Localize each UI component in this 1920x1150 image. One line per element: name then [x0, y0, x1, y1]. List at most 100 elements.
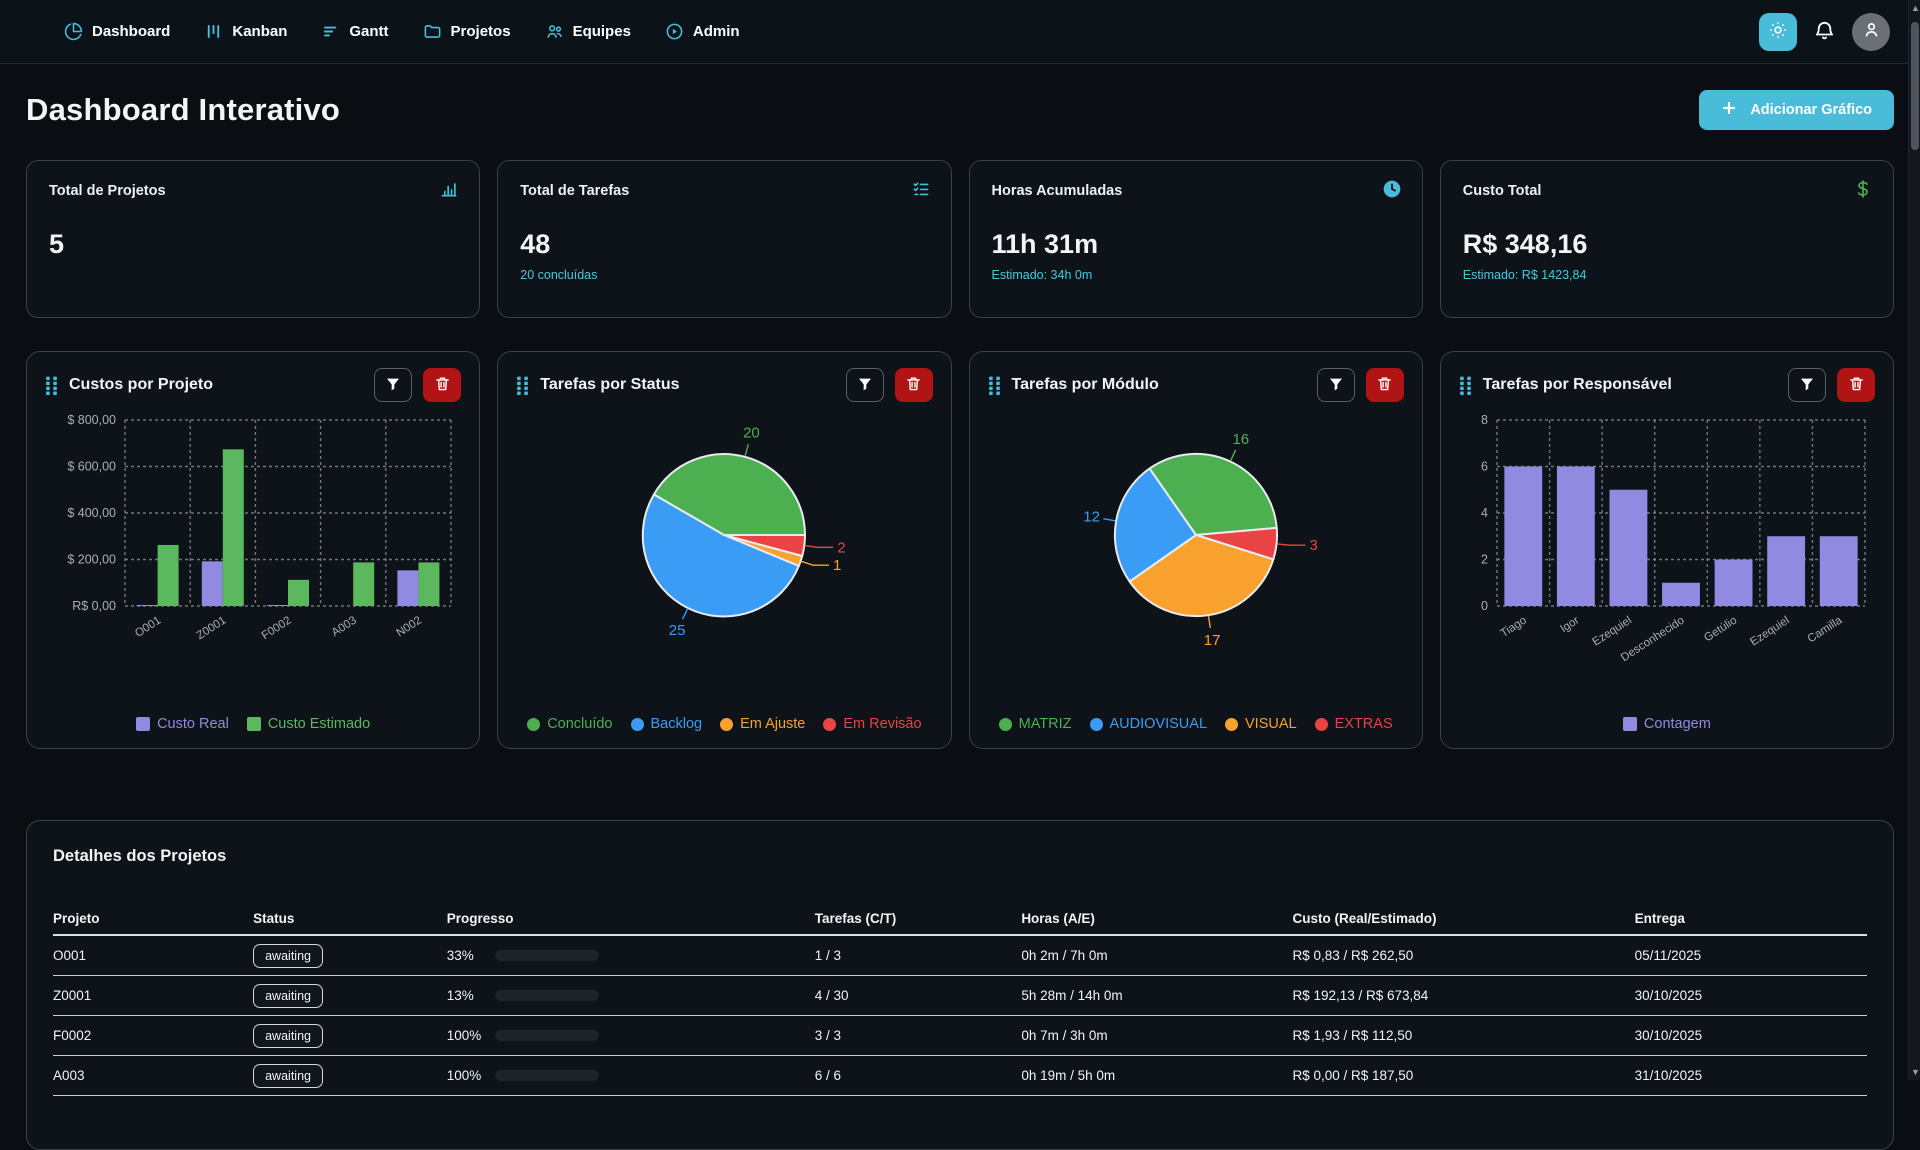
- legend-label: EXTRAS: [1334, 716, 1393, 732]
- drag-handle-icon[interactable]: [516, 376, 529, 395]
- cell-progresso: 100%: [447, 1068, 815, 1083]
- delete-chart-button[interactable]: [1365, 368, 1404, 402]
- drag-handle-icon[interactable]: [1459, 376, 1472, 395]
- cell-entrega: 30/10/2025: [1634, 988, 1703, 1003]
- table-col-header: Entrega: [1634, 910, 1685, 926]
- stat-value: 48: [520, 229, 551, 259]
- legend-label: Concluído: [547, 716, 613, 732]
- bar[interactable]: [1661, 582, 1700, 606]
- bar[interactable]: [136, 605, 158, 606]
- pie-slice[interactable]: [642, 493, 801, 618]
- notifications-button[interactable]: [1813, 19, 1836, 45]
- dollar-icon: [1853, 179, 1873, 204]
- bar[interactable]: [1504, 466, 1543, 607]
- pie-label-line: [1102, 517, 1115, 522]
- bar[interactable]: [1609, 489, 1648, 606]
- legend-item[interactable]: EXTRAS: [1314, 716, 1393, 732]
- legend-item[interactable]: Contagem: [1622, 716, 1711, 732]
- funnel-icon: [385, 376, 401, 395]
- pie-label-line: [1207, 615, 1211, 629]
- drag-handle-icon[interactable]: [988, 376, 1001, 395]
- nav-item-kanban[interactable]: Kanban: [204, 22, 287, 41]
- bar[interactable]: [1819, 536, 1858, 606]
- chart-legend: Contagem: [1459, 716, 1875, 734]
- delete-chart-button[interactable]: [1837, 368, 1875, 402]
- legend-swatch: [1314, 717, 1328, 731]
- charts-row: Custos por Projeto R$ 0,00 $ 200,00 $ 400,0…: [26, 351, 1894, 749]
- page-scrollbar[interactable]: ▲ ▼: [1908, 0, 1920, 1080]
- bar[interactable]: [1714, 559, 1753, 607]
- bar[interactable]: [201, 561, 223, 606]
- legend-item[interactable]: Custo Estimado: [246, 716, 370, 732]
- scrollbar-down-arrow[interactable]: ▼: [1911, 1067, 1920, 1077]
- bar[interactable]: [267, 605, 289, 606]
- legend-label: Custo Real: [157, 716, 229, 732]
- progress-bar: [494, 990, 599, 1001]
- folder-icon: [423, 22, 442, 41]
- legend-item[interactable]: Custo Real: [136, 716, 229, 732]
- funnel-icon: [1328, 376, 1344, 395]
- pie-slice[interactable]: [653, 453, 807, 536]
- cell-projeto: A003: [53, 1068, 85, 1083]
- bar[interactable]: [1767, 536, 1805, 606]
- bar[interactable]: [353, 562, 375, 606]
- pie-value-label: 17: [1203, 632, 1220, 649]
- legend-item[interactable]: VISUAL: [1225, 716, 1297, 732]
- bar[interactable]: [222, 449, 244, 606]
- cell-entrega: 05/11/2025: [1634, 948, 1702, 963]
- delete-chart-button[interactable]: [894, 368, 933, 402]
- filter-button[interactable]: [374, 368, 413, 402]
- pie-slice[interactable]: [1113, 467, 1197, 583]
- add-chart-button[interactable]: Adicionar Gráfico: [1699, 90, 1894, 130]
- legend-item[interactable]: AUDIOVISUAL: [1089, 716, 1207, 732]
- bar[interactable]: [288, 579, 310, 606]
- nav-item-equipes[interactable]: Equipes: [545, 22, 631, 41]
- chart-legend: MATRIZ AUDIOVISUAL VISUAL EXTRAS: [988, 716, 1404, 734]
- cell-status: awaiting: [253, 943, 447, 968]
- bar[interactable]: [1556, 466, 1595, 607]
- stat-title: Custo Total: [1462, 183, 1542, 199]
- nav-item-admin[interactable]: Admin: [665, 22, 740, 41]
- filter-button[interactable]: [845, 368, 884, 402]
- pie-chart-canvas: 16 3 17 12: [1083, 431, 1318, 649]
- stat-value: 5: [49, 229, 65, 259]
- y-tick-label: 6: [1481, 460, 1488, 474]
- y-tick-label: R$ 0,00: [72, 599, 116, 613]
- nav-item-label: Projetos: [450, 23, 511, 40]
- legend-item[interactable]: MATRIZ: [998, 716, 1072, 732]
- bar[interactable]: [397, 570, 419, 606]
- nav-item-dashboard[interactable]: Dashboard: [64, 22, 170, 41]
- theme-toggle-button[interactable]: [1759, 12, 1797, 51]
- scrollbar-thumb[interactable]: [1911, 22, 1919, 150]
- filter-button[interactable]: [1788, 368, 1826, 402]
- clock-icon: [1382, 179, 1402, 204]
- y-tick-label: 0: [1481, 599, 1488, 613]
- pie-slice[interactable]: [1128, 534, 1274, 618]
- stat-card-3: Horas Acumuladas 11h 31m Estimado: 34h 0m: [968, 160, 1423, 318]
- table-title: Detalhes dos Projetos: [53, 847, 227, 865]
- trash-icon: [1848, 375, 1865, 395]
- y-tick-label: $ 800,00: [67, 413, 116, 427]
- y-tick-label: 2: [1481, 553, 1488, 567]
- progress-label: 100%: [446, 1068, 482, 1083]
- x-category-label: O001: [133, 614, 163, 639]
- legend-item[interactable]: Em Ajuste: [720, 716, 805, 732]
- legend-item[interactable]: Concluído: [527, 716, 613, 732]
- nav-menu: Dashboard Kanban Gantt Projetos Equipes Admin: [64, 22, 740, 41]
- bar[interactable]: [418, 562, 440, 606]
- filter-button[interactable]: [1316, 368, 1355, 402]
- drag-handle-icon[interactable]: [45, 376, 58, 395]
- legend-label: MATRIZ: [1018, 716, 1072, 732]
- bar[interactable]: [157, 544, 179, 606]
- scrollbar-up-arrow[interactable]: ▲: [1911, 3, 1920, 13]
- delete-chart-button[interactable]: [423, 368, 462, 402]
- legend-item[interactable]: Em Revisão: [823, 716, 922, 732]
- y-tick-label: 4: [1481, 506, 1488, 520]
- user-avatar[interactable]: [1852, 12, 1890, 51]
- nav-item-projetos[interactable]: Projetos: [423, 22, 511, 41]
- nav-item-gantt[interactable]: Gantt: [321, 22, 389, 41]
- legend-item[interactable]: Backlog: [630, 716, 702, 732]
- x-category-label: Ezequiel: [1590, 614, 1634, 648]
- gantt-icon: [321, 22, 340, 41]
- pie-slice[interactable]: [1148, 452, 1278, 536]
